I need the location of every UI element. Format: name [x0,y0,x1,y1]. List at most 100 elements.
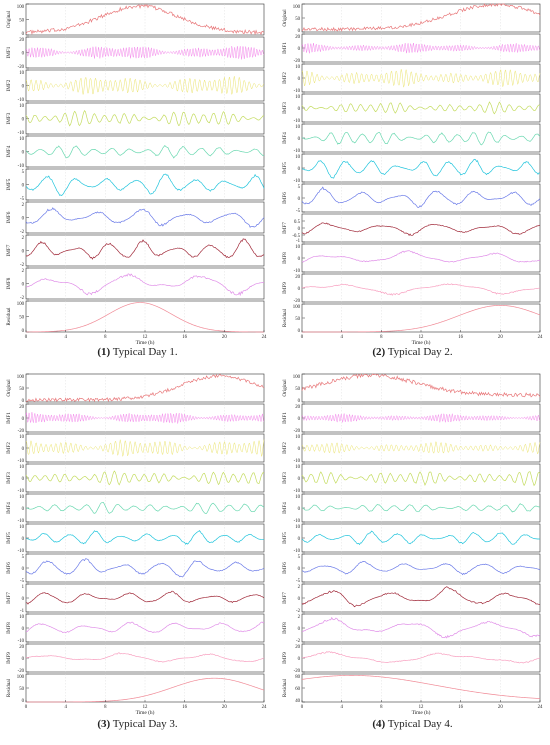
panel-imf7: -2 0 2 IMF7 [282,583,541,614]
series-line-imf6 [301,186,541,209]
y-tick-label: 10 [19,104,24,109]
y-tick-label: 0 [298,399,301,404]
y-tick-label: -10 [18,98,25,103]
y-tick-label: -10 [294,89,301,94]
panel-label: IMF7 [6,592,12,604]
y-tick-label: 1 [22,585,25,590]
y-tick-label: 50 [19,687,24,692]
panel-label: IMF1 [6,46,12,58]
panel-frame [25,553,265,583]
y-tick-label: 100 [293,305,301,310]
x-tick-label: 4 [340,335,343,340]
panel-residual: 0 50 100 Residual [6,673,265,704]
y-tick-label: 10 [295,465,300,470]
y-tick-label: -10 [294,149,301,154]
panel-imf2: -10 0 10 IMF2 [6,433,265,464]
chart-typical-day-3: 050100Original-20020IMF1-10010IMF2-10010… [6,373,267,716]
y-tick-label: 10 [295,125,300,130]
series-line-imf6 [25,558,265,578]
y-tick-label: 10 [19,615,24,620]
y-tick-label: -5 [20,197,25,202]
panel-label: IMF8 [6,277,12,289]
panel-label: IMF8 [282,622,288,634]
y-tick-label: -10 [18,164,25,169]
x-axis-label: Time (h) [412,339,431,346]
series-line-imf4 [25,502,265,514]
panel-label: IMF8 [282,252,288,264]
panel-frame [301,93,541,123]
y-tick-label: 0 [298,77,301,82]
panel-imf6: -5 0 5 IMF6 [6,553,265,584]
panel-label: IMF6 [6,211,12,223]
panel-imf1: -20 0 20 IMF1 [282,403,541,434]
x-tick-label: 16 [458,705,463,710]
y-tick-label: 50 [19,387,24,392]
panel-imf3: -10 0 10 IMF3 [282,93,541,124]
panel-original: 0 50 100 Original [282,373,541,404]
series-line-imf5 [25,173,265,197]
panel-original: 0 50 100 Original [282,3,541,34]
y-tick-label: 0 [22,597,25,602]
panel-label: IMF2 [282,72,288,84]
y-tick-label: 0 [22,507,25,512]
x-tick-label: 8 [104,335,107,340]
series-line-imf4 [301,131,541,146]
y-tick-label: 0 [22,283,25,288]
y-tick-label: 20 [295,645,300,650]
y-tick-label: 0 [22,32,25,37]
series-line-imf2 [301,441,541,455]
y-tick-label: -20 [294,299,301,304]
y-tick-label: -10 [18,489,25,494]
caption-typical-day-4: (4) Typical Day 4. [372,718,453,730]
y-tick-label: 20 [295,405,300,410]
panel-frame [25,493,265,523]
y-tick-label: 10 [295,155,300,160]
series-line-imf6 [301,561,541,576]
series-line-imf1 [301,412,541,423]
series-line-original [25,373,265,403]
panel-label: IMF7 [282,592,288,604]
x-axis-label: Time (h) [136,709,155,716]
y-tick-label: 10 [19,137,24,142]
panel-residual: 40 60 80 Residual [282,673,541,704]
y-tick-label: 0 [298,627,301,632]
panel-label: Original [6,10,12,28]
y-tick-label: 0 [22,184,25,189]
y-tick-label: 0 [22,447,25,452]
series-line-imf7 [25,238,265,260]
panel-label: Original [6,379,12,397]
panel-frame [301,613,541,643]
y-tick-label: -10 [18,639,25,644]
y-tick-label: -10 [18,131,25,136]
series-line-imf8 [301,250,541,263]
panel-frame [301,673,541,703]
y-tick-label: 2 [298,585,301,590]
panel-imf3: -10 0 10 IMF3 [6,463,265,494]
y-tick-label: 0 [298,597,301,602]
series-line-original [301,3,541,32]
chart-typical-day-4: 050100Original-20020IMF1-10010IMF2-10010… [282,373,543,716]
y-tick-label: 5 [22,170,25,175]
y-tick-label: 0 [22,151,25,156]
panel-imf3: -10 0 10 IMF3 [282,463,541,494]
y-tick-label: 0 [22,699,25,704]
series-line-imf3 [301,471,541,487]
series-line-imf5 [25,530,265,545]
panel-label: IMF4 [6,145,12,157]
panel-label: Original [282,379,288,397]
x-tick-label: 20 [222,705,227,710]
panel-label: Residual [6,307,12,326]
panel-imf4: -10 0 10 IMF4 [6,135,265,169]
panel-label: IMF4 [282,502,288,514]
series-line-imf9 [301,283,541,296]
y-tick-label: 2 [22,203,25,208]
y-tick-label: 2 [22,269,25,274]
y-tick-label: 0 [298,107,301,112]
x-axis-label: Time (h) [136,339,155,346]
panel-imf4: -10 0 10 IMF4 [6,493,265,524]
x-tick-label: 8 [104,705,107,710]
y-tick-label: -10 [294,459,301,464]
panel-label: IMF5 [282,162,288,174]
x-tick-label: 0 [301,705,304,710]
y-tick-label: -2 [20,263,25,268]
